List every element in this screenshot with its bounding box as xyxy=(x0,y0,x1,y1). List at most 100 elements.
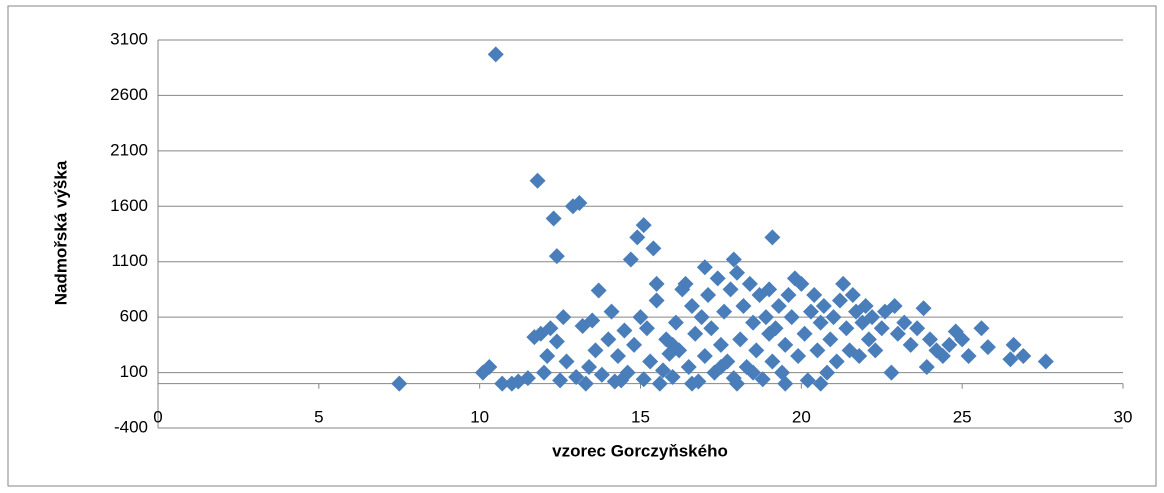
point xyxy=(655,362,672,379)
x-tick-label: 25 xyxy=(953,407,972,426)
point xyxy=(722,281,739,298)
point xyxy=(754,371,771,388)
point xyxy=(825,309,842,326)
x-tick-label: 30 xyxy=(1114,407,1133,426)
point xyxy=(979,339,996,356)
point xyxy=(909,320,926,337)
point xyxy=(539,347,556,364)
y-tick-label: 600 xyxy=(120,307,148,326)
point xyxy=(757,309,774,326)
point xyxy=(860,331,877,348)
y-axis-title: Nadmořská výška xyxy=(51,160,70,305)
point xyxy=(716,303,733,320)
point xyxy=(703,320,720,337)
point xyxy=(651,375,668,392)
point xyxy=(819,364,836,381)
point xyxy=(548,333,565,350)
point xyxy=(584,312,601,329)
point xyxy=(548,248,565,265)
point xyxy=(729,264,745,281)
point xyxy=(822,331,839,348)
point xyxy=(536,364,552,381)
point xyxy=(857,298,874,315)
point xyxy=(391,375,408,392)
point xyxy=(616,322,633,339)
point xyxy=(883,364,900,381)
point xyxy=(777,375,794,392)
point xyxy=(519,370,536,387)
point xyxy=(680,359,697,376)
point xyxy=(687,325,704,342)
point xyxy=(645,240,662,257)
point xyxy=(973,320,990,337)
point xyxy=(741,275,758,292)
point xyxy=(828,353,845,370)
point xyxy=(777,336,794,353)
point xyxy=(922,331,938,348)
point xyxy=(664,369,681,386)
point xyxy=(632,309,649,326)
point xyxy=(494,375,511,392)
point xyxy=(712,359,729,376)
point xyxy=(635,217,652,234)
point xyxy=(761,281,778,298)
point xyxy=(799,372,816,389)
point xyxy=(613,372,630,389)
y-tick-label: 2600 xyxy=(110,85,148,104)
point xyxy=(577,375,594,392)
point xyxy=(725,251,742,268)
point xyxy=(838,320,855,337)
point xyxy=(638,320,655,337)
x-tick-label: 10 xyxy=(470,407,489,426)
point xyxy=(552,372,569,389)
point xyxy=(812,375,829,392)
point xyxy=(934,347,951,364)
point xyxy=(806,286,823,303)
point xyxy=(889,325,906,342)
point xyxy=(642,353,659,370)
y-tick-label: 3100 xyxy=(110,29,148,48)
point xyxy=(960,347,977,364)
y-tick-label: 1600 xyxy=(110,196,148,215)
point xyxy=(590,282,607,299)
point xyxy=(780,286,797,303)
point xyxy=(700,286,717,303)
y-tick-label: 2100 xyxy=(110,140,148,159)
point xyxy=(568,369,585,386)
point xyxy=(770,298,787,315)
point xyxy=(1002,351,1019,368)
point xyxy=(555,309,572,326)
point xyxy=(812,314,829,331)
point xyxy=(712,336,729,353)
point xyxy=(748,342,765,359)
chart-border xyxy=(7,5,1157,487)
point xyxy=(867,342,884,359)
point xyxy=(851,347,868,364)
point xyxy=(677,275,694,292)
point xyxy=(648,275,665,292)
point xyxy=(603,303,620,320)
point xyxy=(481,359,498,376)
point xyxy=(761,325,778,342)
point xyxy=(815,298,832,315)
point xyxy=(764,229,781,246)
point xyxy=(783,309,800,326)
point xyxy=(896,314,913,331)
point xyxy=(802,303,819,320)
y-tick-label: -400 xyxy=(114,417,148,436)
point xyxy=(902,336,919,353)
point xyxy=(635,371,652,388)
point xyxy=(864,309,881,326)
y-tick-label: 1100 xyxy=(111,251,148,270)
point xyxy=(709,270,726,287)
point xyxy=(593,366,610,383)
point xyxy=(764,353,781,370)
point xyxy=(809,342,826,359)
point xyxy=(558,353,575,370)
point xyxy=(735,298,752,315)
point xyxy=(1015,347,1032,364)
x-tick-label: 20 xyxy=(792,407,811,426)
point xyxy=(831,292,848,309)
point xyxy=(745,314,762,331)
